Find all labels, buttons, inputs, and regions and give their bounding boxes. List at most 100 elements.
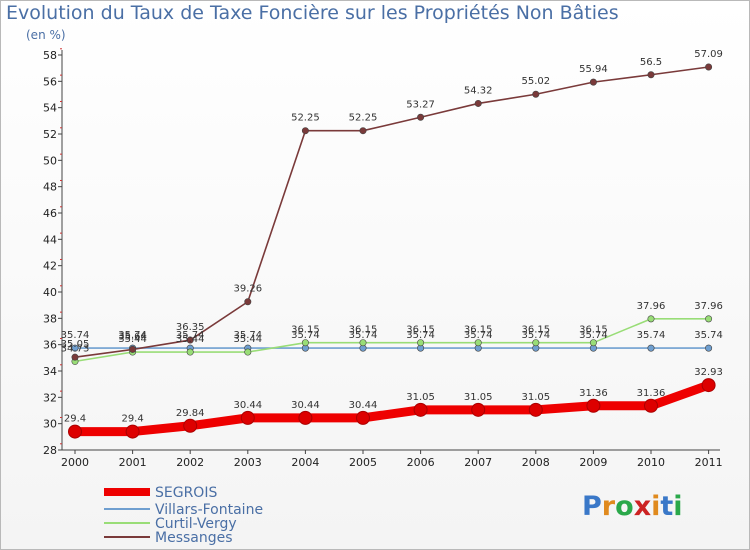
y-tick-label: 36 xyxy=(43,339,57,352)
data-label: 37.96 xyxy=(637,301,666,312)
y-tick-label: 56 xyxy=(43,75,57,88)
data-point xyxy=(705,63,713,71)
x-tick-label: 2005 xyxy=(349,456,377,469)
data-point xyxy=(71,353,79,361)
data-label: 31.36 xyxy=(637,388,666,399)
series-points xyxy=(68,63,716,439)
data-point xyxy=(647,71,655,79)
data-label: 35.44 xyxy=(118,334,147,345)
legend-label: Curtil-Vergy xyxy=(155,516,237,532)
data-label: 54.32 xyxy=(464,85,493,96)
data-label: 29.84 xyxy=(176,408,205,419)
data-point xyxy=(359,339,367,347)
data-point xyxy=(359,127,367,135)
data-label: 36.15 xyxy=(406,325,435,336)
data-point xyxy=(71,344,79,352)
data-point xyxy=(474,99,482,107)
data-label: 35.74 xyxy=(61,330,90,341)
data-label: 31.36 xyxy=(579,388,608,399)
series-line-curtil-vergy xyxy=(74,318,710,363)
data-label: 35.74 xyxy=(233,330,262,341)
data-point xyxy=(417,113,425,121)
y-tick-label: 40 xyxy=(43,286,57,299)
data-point xyxy=(705,315,713,323)
x-tick-label: 2002 xyxy=(176,456,204,469)
data-label: 35.74 xyxy=(637,330,666,341)
data-label: 31.05 xyxy=(464,392,493,403)
y-tick-label: 54 xyxy=(43,102,57,115)
data-label: 30.44 xyxy=(349,400,378,411)
data-label: 35.74 xyxy=(579,330,608,341)
data-point xyxy=(532,339,540,347)
y-tick-label: 28 xyxy=(43,444,57,457)
data-point xyxy=(244,348,252,356)
legend-label: Messanges xyxy=(155,530,233,546)
data-label: 52.25 xyxy=(291,113,320,124)
data-point xyxy=(471,402,486,417)
data-label: 35.44 xyxy=(176,334,205,345)
x-tick-label: 2011 xyxy=(695,456,723,469)
data-label: 31.05 xyxy=(521,392,550,403)
y-tick-label: 46 xyxy=(43,207,57,220)
data-label: 35.74 xyxy=(406,330,435,341)
data-point xyxy=(705,344,713,352)
data-label: 35.74 xyxy=(118,330,147,341)
legend-label: Villars-Fontaine xyxy=(155,502,263,518)
axes xyxy=(61,50,720,451)
data-point xyxy=(647,315,655,323)
y-tick-label: 52 xyxy=(43,128,57,141)
y-axis-unit: (en %) xyxy=(26,28,66,42)
data-label: 36.35 xyxy=(176,322,205,333)
y-tick-label: 42 xyxy=(43,260,57,273)
data-label: 35.05 xyxy=(61,339,90,350)
y-tick-label: 38 xyxy=(43,312,57,325)
data-point xyxy=(240,410,255,425)
data-point xyxy=(186,348,194,356)
data-label: 36.15 xyxy=(579,325,608,336)
data-point xyxy=(298,410,313,425)
data-label: 36.15 xyxy=(521,325,550,336)
x-tick-label: 2004 xyxy=(291,456,319,469)
data-label: 39.26 xyxy=(233,284,262,295)
series-line-segrois xyxy=(70,380,714,437)
data-label: 35.44 xyxy=(233,334,262,345)
data-label: 29.4 xyxy=(121,414,143,425)
y-tick-label: 30 xyxy=(43,418,57,431)
data-label: 57.09 xyxy=(694,49,723,60)
data-labels: 35.74 35.74 35.74 35.74 35.74 35.74 35.74 35.74… xyxy=(61,49,723,425)
legend-label: SEGROIS xyxy=(155,485,217,501)
data-label: 55.02 xyxy=(521,76,550,87)
x-tick-label: 2003 xyxy=(234,456,262,469)
data-point xyxy=(356,410,370,425)
data-label: 56.5 xyxy=(640,57,662,68)
data-label: 35.74 xyxy=(349,330,378,341)
data-point xyxy=(413,402,428,417)
data-label: 30.44 xyxy=(291,400,320,411)
data-label: 32.93 xyxy=(694,367,723,378)
y-tick-label: 48 xyxy=(43,181,57,194)
proxiti-logo: Proxiti xyxy=(582,491,683,522)
data-label: 37.96 xyxy=(694,301,723,312)
series-lines xyxy=(70,66,714,437)
data-label: 36.15 xyxy=(291,325,320,336)
data-label: 35.74 xyxy=(694,330,723,341)
x-axis-ticks: 2000 2001 2002 2003 2004 2005 2006 2007 2008 2009… xyxy=(61,450,723,469)
y-tick-label: 32 xyxy=(43,391,57,404)
data-point xyxy=(589,339,597,347)
data-point xyxy=(186,336,194,344)
data-point xyxy=(644,398,658,413)
data-point xyxy=(244,298,252,306)
chart-title: Evolution du Taux de Taxe Foncière sur l… xyxy=(6,2,619,24)
y-tick-label: 44 xyxy=(43,233,57,246)
data-label: 36.15 xyxy=(464,325,493,336)
data-point xyxy=(586,398,601,413)
y-axis-ticks: 28 30 32 34 36 38 40 42 44 46 48 50 52 54 56 58 xyxy=(43,48,62,457)
x-tick-label: 2008 xyxy=(522,456,550,469)
data-label: 35.64 xyxy=(118,331,147,342)
x-tick-label: 2006 xyxy=(407,456,435,469)
data-label: 55.94 xyxy=(579,64,608,75)
data-point xyxy=(589,78,597,86)
x-tick-label: 2010 xyxy=(637,456,665,469)
data-point xyxy=(701,378,716,393)
data-point xyxy=(68,424,82,439)
